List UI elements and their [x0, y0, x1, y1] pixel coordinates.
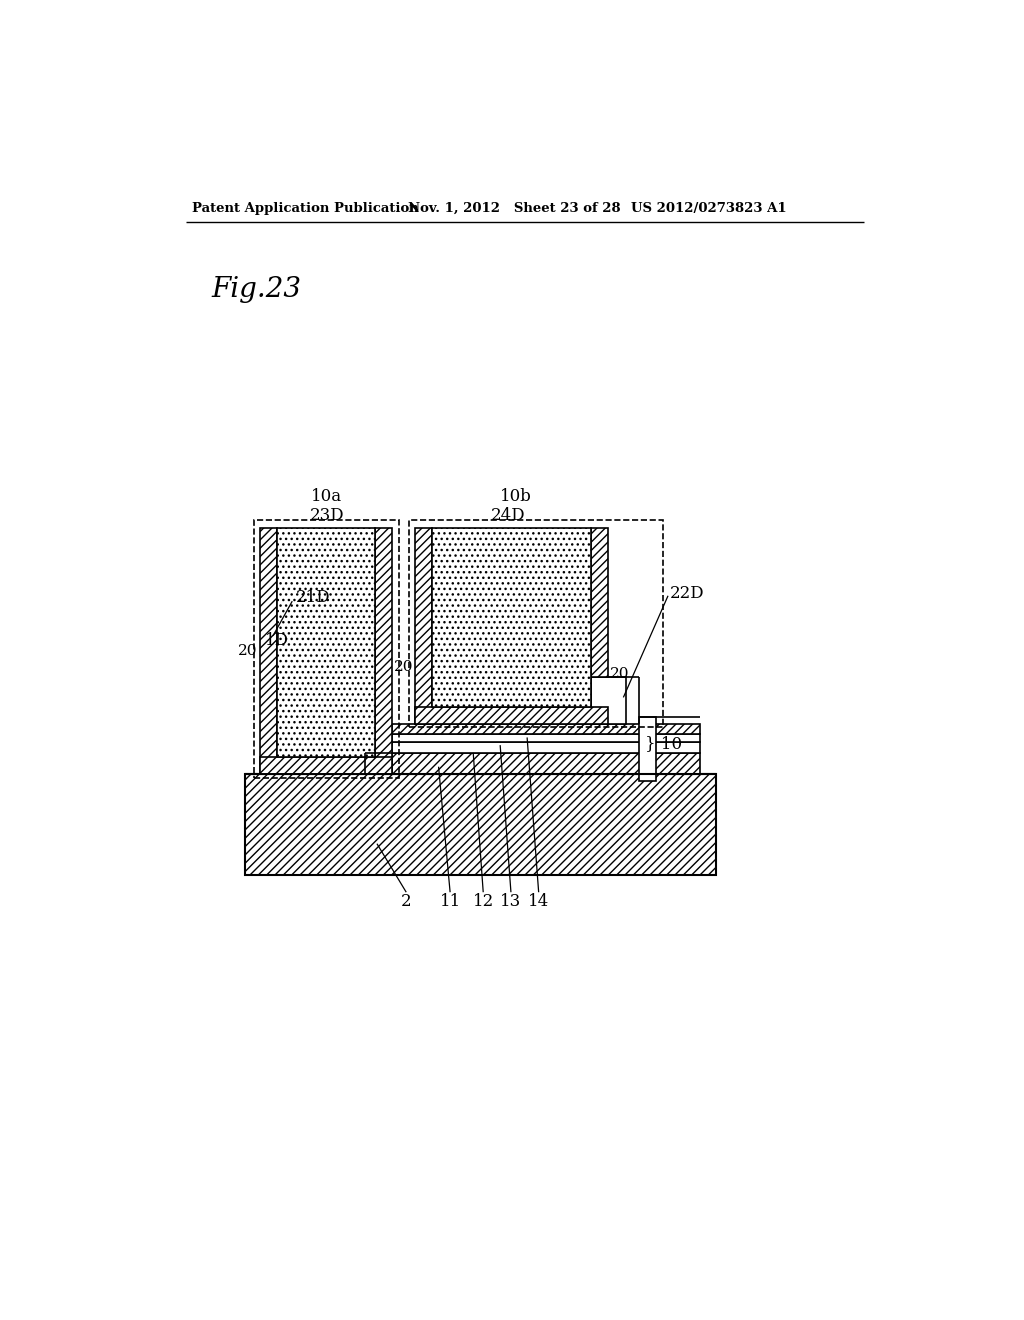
- Text: 12: 12: [473, 892, 494, 909]
- Text: 13: 13: [501, 892, 521, 909]
- Bar: [260, 758, 392, 775]
- Text: 14: 14: [528, 892, 549, 909]
- Bar: [376, 528, 392, 775]
- Text: Nov. 1, 2012   Sheet 23 of 28: Nov. 1, 2012 Sheet 23 of 28: [408, 202, 621, 215]
- Text: US 2012/0273823 A1: US 2012/0273823 A1: [631, 202, 786, 215]
- Text: 20: 20: [239, 644, 258, 659]
- Bar: [432, 528, 591, 706]
- Text: Fig.23: Fig.23: [211, 276, 301, 302]
- Text: 11: 11: [439, 892, 461, 909]
- Bar: [591, 528, 608, 677]
- Text: Patent Application Publication: Patent Application Publication: [193, 202, 419, 215]
- Bar: [260, 528, 276, 775]
- Bar: [392, 742, 700, 752]
- Text: 22D: 22D: [670, 585, 705, 602]
- Bar: [276, 528, 376, 758]
- Text: 21D: 21D: [296, 589, 331, 606]
- Bar: [392, 734, 700, 742]
- Text: 10b: 10b: [500, 488, 531, 506]
- Text: 20: 20: [609, 668, 629, 681]
- Text: 15: 15: [573, 689, 593, 702]
- Bar: [639, 718, 655, 780]
- Bar: [392, 752, 700, 775]
- Text: 24D: 24D: [490, 507, 525, 524]
- Text: 23D: 23D: [309, 507, 344, 524]
- Bar: [591, 677, 626, 723]
- Text: 1D: 1D: [265, 632, 289, 649]
- Bar: [254, 520, 398, 779]
- Text: 2: 2: [401, 892, 412, 909]
- Bar: [245, 775, 716, 875]
- Text: 20: 20: [394, 660, 414, 673]
- Text: } 10: } 10: [645, 735, 682, 752]
- Bar: [416, 706, 608, 723]
- Bar: [392, 723, 700, 734]
- Bar: [410, 520, 664, 727]
- Bar: [416, 528, 432, 723]
- Text: 10a: 10a: [311, 488, 342, 506]
